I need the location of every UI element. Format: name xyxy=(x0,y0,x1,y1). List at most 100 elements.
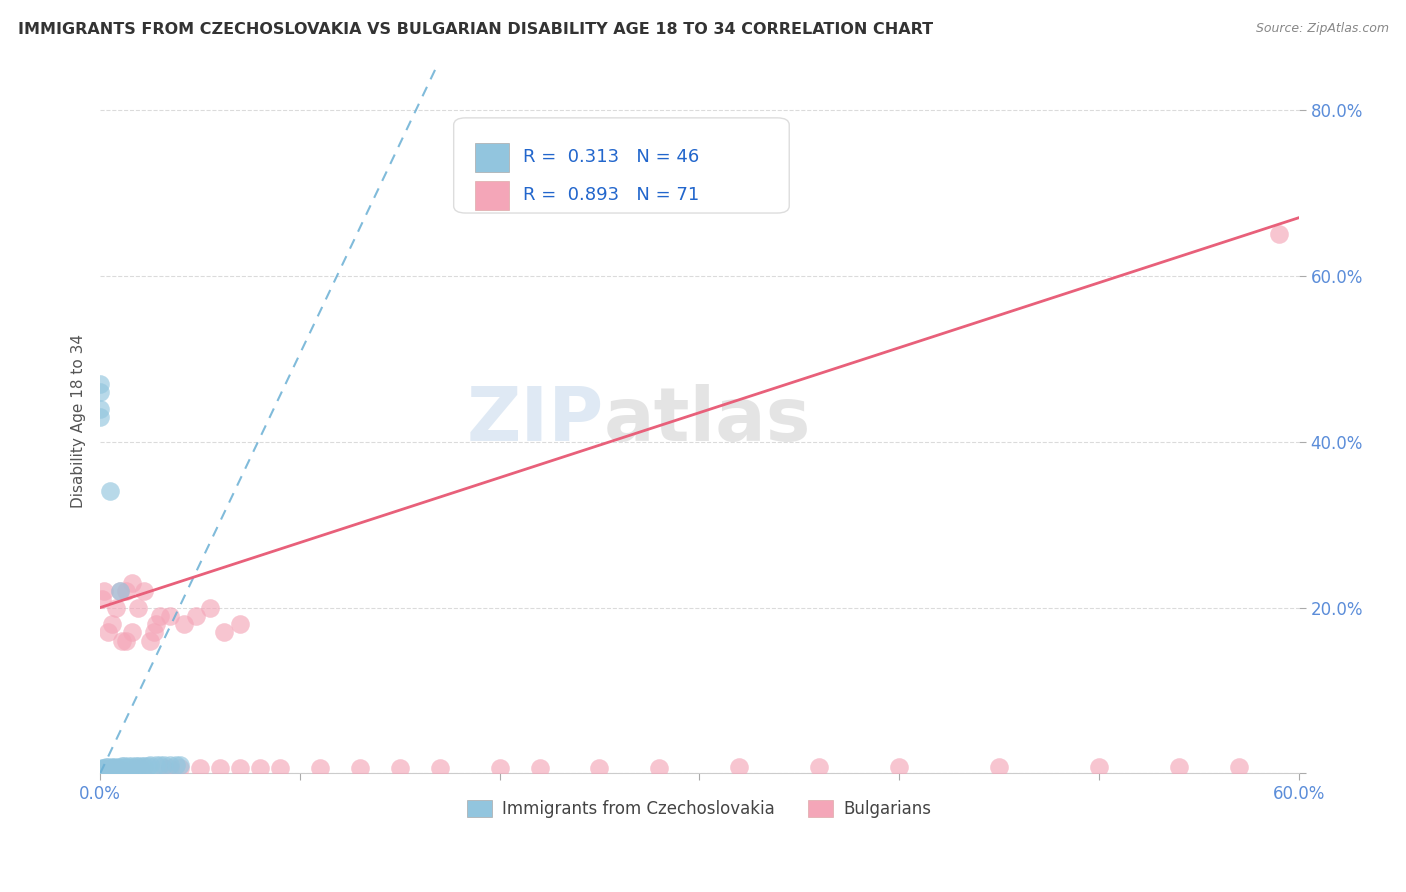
Point xyxy=(91,766,114,780)
Point xyxy=(269,761,291,775)
Point xyxy=(101,761,124,775)
Point xyxy=(169,761,191,775)
Point xyxy=(188,761,211,775)
Point xyxy=(107,762,129,776)
Point xyxy=(89,409,111,424)
Point xyxy=(105,762,128,776)
Point xyxy=(249,761,271,775)
Point xyxy=(153,758,176,772)
Point xyxy=(208,761,231,775)
Point xyxy=(105,600,128,615)
Point xyxy=(149,758,172,772)
Text: IMMIGRANTS FROM CZECHOSLOVAKIA VS BULGARIAN DISABILITY AGE 18 TO 34 CORRELATION : IMMIGRANTS FROM CZECHOSLOVAKIA VS BULGAR… xyxy=(18,22,934,37)
Point xyxy=(143,625,166,640)
Point xyxy=(94,762,117,776)
Point xyxy=(103,761,125,775)
Point xyxy=(98,484,121,499)
Point xyxy=(165,758,187,772)
Text: R =  0.893   N = 71: R = 0.893 N = 71 xyxy=(523,186,699,204)
Point xyxy=(132,584,155,599)
Point xyxy=(121,625,143,640)
Point xyxy=(112,761,135,775)
Point xyxy=(89,384,111,399)
Point xyxy=(101,617,124,632)
Point xyxy=(388,761,411,775)
Point xyxy=(97,762,120,776)
Point xyxy=(108,762,131,776)
Text: Source: ZipAtlas.com: Source: ZipAtlas.com xyxy=(1256,22,1389,36)
Point xyxy=(97,625,120,640)
Point xyxy=(93,766,115,780)
Point xyxy=(91,766,114,780)
Point xyxy=(529,761,551,775)
Point xyxy=(89,376,111,391)
Point xyxy=(105,761,128,775)
Point xyxy=(145,617,167,632)
Point xyxy=(101,762,124,776)
Point xyxy=(108,584,131,599)
Point xyxy=(120,761,142,775)
Point xyxy=(93,762,115,776)
Point xyxy=(112,759,135,773)
Point xyxy=(89,766,111,780)
Point xyxy=(1227,760,1250,774)
Point xyxy=(93,766,115,780)
Point xyxy=(91,592,114,607)
Point xyxy=(89,766,111,780)
Point xyxy=(127,759,149,773)
Point xyxy=(98,762,121,776)
Y-axis label: Disability Age 18 to 34: Disability Age 18 to 34 xyxy=(72,334,86,508)
Point xyxy=(1267,227,1289,242)
Point xyxy=(89,766,111,780)
Point xyxy=(97,760,120,774)
Point xyxy=(117,759,139,773)
Point xyxy=(159,608,181,623)
FancyBboxPatch shape xyxy=(454,118,789,213)
Point xyxy=(89,766,111,780)
Point xyxy=(89,766,111,780)
Point xyxy=(120,762,142,776)
Point xyxy=(89,766,111,780)
Legend: Immigrants from Czechoslovakia, Bulgarians: Immigrants from Czechoslovakia, Bulgaria… xyxy=(461,794,938,825)
Point xyxy=(121,575,143,590)
Point xyxy=(129,761,152,775)
Point xyxy=(127,600,149,615)
Point xyxy=(101,762,124,776)
Point xyxy=(89,766,111,780)
Point xyxy=(229,761,252,775)
Point xyxy=(184,608,207,623)
Point xyxy=(349,761,371,775)
Point xyxy=(648,761,671,775)
Point xyxy=(125,761,148,775)
Point xyxy=(103,760,125,774)
Point xyxy=(159,761,181,775)
Text: atlas: atlas xyxy=(603,384,811,458)
Point xyxy=(107,760,129,774)
FancyBboxPatch shape xyxy=(475,180,509,211)
Point xyxy=(212,625,235,640)
Point xyxy=(93,761,115,775)
Point xyxy=(103,762,125,776)
Point xyxy=(149,608,172,623)
Point xyxy=(159,758,181,772)
Point xyxy=(139,758,162,772)
Point xyxy=(89,766,111,780)
Point xyxy=(131,759,153,773)
Point xyxy=(173,617,195,632)
Point xyxy=(988,760,1011,774)
Point xyxy=(94,760,117,774)
Point xyxy=(808,760,831,774)
Point xyxy=(588,761,610,775)
Text: R =  0.313   N = 46: R = 0.313 N = 46 xyxy=(523,148,699,166)
Point xyxy=(108,584,131,599)
Point xyxy=(145,758,167,772)
Point xyxy=(97,762,120,776)
Point xyxy=(198,600,221,615)
Point xyxy=(488,761,510,775)
Point xyxy=(887,760,910,774)
Point xyxy=(89,762,111,776)
Point xyxy=(89,401,111,416)
Point xyxy=(115,584,138,599)
FancyBboxPatch shape xyxy=(475,143,509,172)
Point xyxy=(111,633,134,648)
